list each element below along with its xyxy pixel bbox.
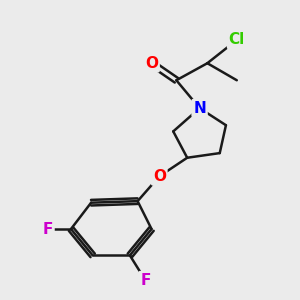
Text: F: F (140, 273, 151, 288)
Text: F: F (43, 221, 53, 236)
Text: Cl: Cl (229, 32, 245, 47)
Text: O: O (145, 56, 158, 71)
Text: N: N (193, 101, 206, 116)
Text: O: O (153, 169, 166, 184)
